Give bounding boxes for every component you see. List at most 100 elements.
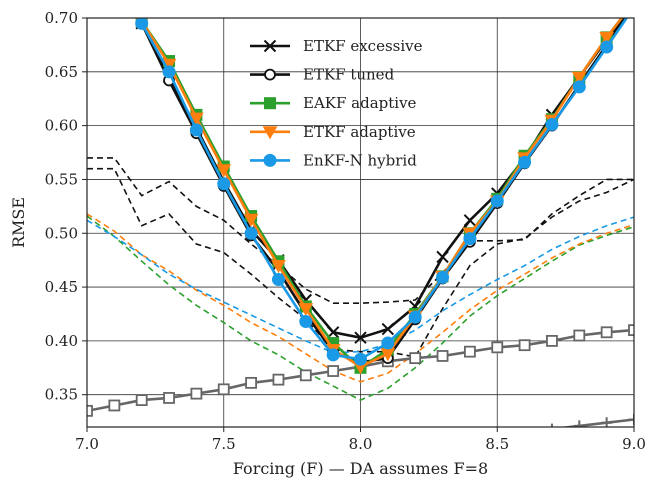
data-point (571, 71, 587, 85)
data-point (463, 232, 477, 246)
data-point (272, 373, 285, 386)
data-point (523, 426, 526, 427)
data-point (628, 324, 634, 337)
data-point (190, 387, 203, 400)
y-tick-label: 0.35 (45, 386, 78, 404)
legend: ETKF excessive ETKF tuned EAKF adaptive ETK… (250, 37, 423, 169)
dashed-series-layer (87, 157, 634, 401)
data-point (271, 273, 285, 287)
x-axis-label: Forcing (F) — DA assumes F=8 (233, 459, 488, 478)
data-point (354, 352, 367, 366)
legend-marker (263, 153, 277, 167)
data-point (491, 341, 504, 354)
data-point (243, 213, 259, 227)
legend-label: EnKF-N hybrid (303, 151, 417, 169)
series-layer (87, 0, 641, 427)
data-point (572, 80, 586, 94)
data-point (600, 326, 613, 339)
data-point (545, 118, 559, 132)
data-point (463, 345, 476, 358)
data-point (463, 214, 477, 227)
legend-marker (262, 126, 278, 140)
data-point (299, 315, 313, 329)
legend-marker (264, 97, 276, 110)
data-point (87, 404, 93, 417)
data-point (217, 383, 230, 396)
y-tick-label: 0.70 (45, 9, 78, 27)
data-point (271, 260, 286, 274)
data-point (518, 339, 531, 352)
y-axis-label: RMSE (9, 197, 28, 248)
x-tick-label: 9.0 (622, 435, 646, 453)
x-tick-label: 7.0 (75, 435, 99, 453)
data-point (135, 394, 148, 406)
data-point (629, 0, 640, 7)
data-point (408, 310, 422, 324)
data-point (600, 40, 614, 54)
legend-label: ETKF excessive (303, 37, 423, 55)
y-tick-label: 0.45 (45, 278, 78, 296)
data-point (354, 331, 367, 344)
x-tick-label: 8.5 (485, 435, 509, 453)
dashed-line (87, 167, 634, 358)
data-point (628, 1, 640, 13)
data-point (628, 0, 641, 8)
data-point (108, 399, 121, 412)
data-point (573, 420, 585, 427)
tick-layer: 7.0 7.5 8.0 8.5 9.0 0.35 0.40 0.45 0.50 0.55 0.60 0… (45, 9, 646, 453)
x-tick-label: 8.0 (349, 435, 373, 453)
legend-label: EAKF adaptive (303, 94, 417, 112)
dashed-line (87, 215, 634, 401)
data-point (216, 164, 232, 178)
data-point (299, 369, 312, 382)
data-point (518, 155, 532, 169)
dashed-line (87, 216, 634, 354)
data-point (244, 226, 258, 240)
data-point (189, 123, 203, 137)
data-point (409, 352, 422, 365)
data-point (628, 413, 634, 425)
y-tick-label: 0.50 (45, 224, 78, 242)
data-point (550, 423, 553, 427)
legend-entry: ETKF excessive (250, 37, 423, 55)
legend-entry: ETKF adaptive (250, 123, 416, 141)
data-point (162, 65, 176, 79)
data-point (163, 392, 175, 404)
y-tick-label: 0.60 (45, 117, 78, 135)
data-point (436, 350, 449, 362)
legend-marker (263, 39, 277, 53)
data-point (245, 376, 258, 389)
data-point (217, 177, 231, 191)
data-point (327, 365, 340, 377)
data-point (629, 2, 639, 12)
series-6 (523, 413, 634, 427)
data-point (189, 112, 204, 126)
data-point (629, 2, 640, 13)
legend-label: ETKF adaptive (303, 123, 416, 141)
data-point (381, 322, 395, 336)
dashed-line (87, 213, 634, 383)
legend-entry: ETKF tuned (250, 66, 395, 84)
series-4 (135, 1, 640, 366)
legend-entry: EnKF-N hybrid (250, 151, 417, 169)
dashed-line (87, 157, 634, 304)
data-point (436, 270, 450, 284)
y-tick-label: 0.55 (45, 170, 78, 188)
data-point (298, 303, 314, 317)
data-point (436, 250, 449, 264)
data-point (546, 334, 558, 347)
legend-marker (264, 68, 276, 81)
data-point (599, 31, 615, 45)
data-point (326, 348, 340, 362)
legend-entry: EAKF adaptive (250, 94, 417, 112)
data-point (490, 194, 504, 208)
data-point (135, 18, 149, 30)
legend-label: ETKF tuned (303, 66, 395, 84)
x-tick-label: 7.5 (212, 435, 236, 453)
y-tick-label: 0.40 (45, 332, 78, 350)
data-point (381, 336, 395, 350)
data-point (573, 329, 586, 342)
y-tick-label: 0.65 (45, 63, 78, 81)
data-point (601, 417, 613, 427)
